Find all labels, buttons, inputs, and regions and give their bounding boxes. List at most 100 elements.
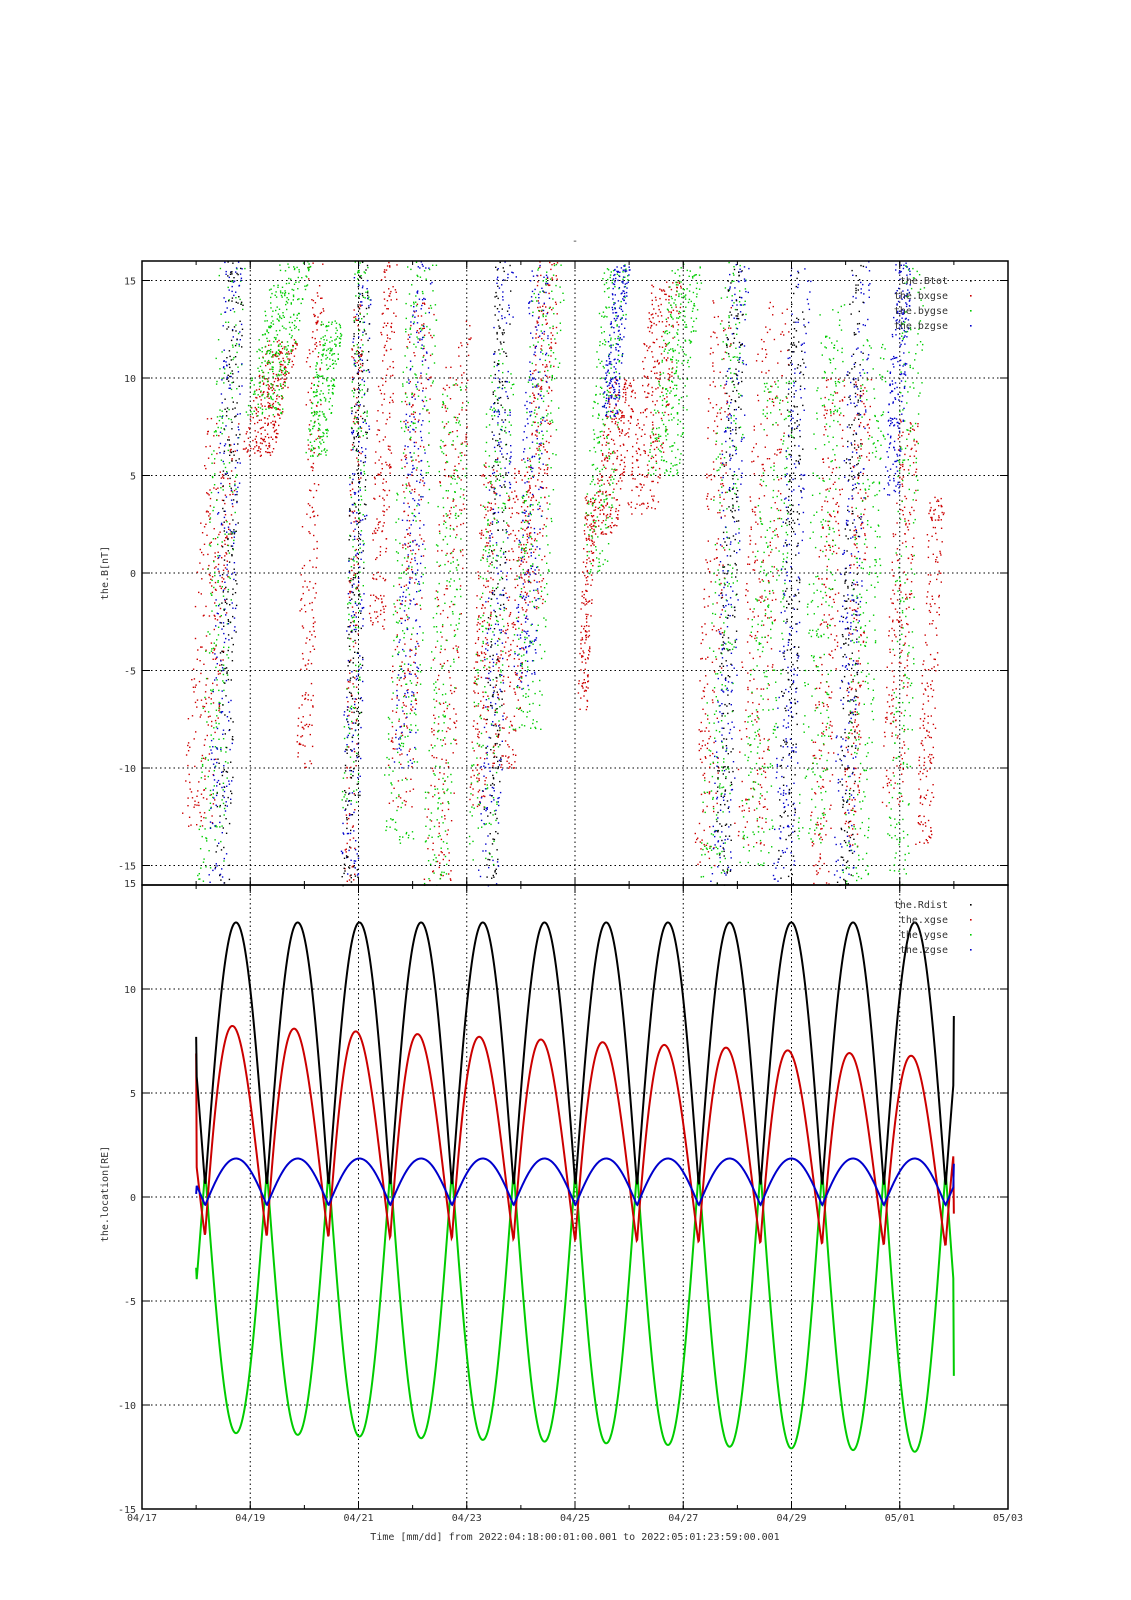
data-point <box>533 394 535 396</box>
data-point <box>609 531 612 533</box>
data-point <box>465 436 467 438</box>
data-point <box>356 361 358 364</box>
data-point <box>709 845 711 848</box>
data-point <box>532 509 534 511</box>
data-point <box>455 713 457 715</box>
data-point <box>462 494 465 496</box>
data-point <box>930 837 932 839</box>
data-point <box>765 821 767 823</box>
data-point <box>422 555 425 557</box>
data-point <box>271 389 273 392</box>
data-point <box>200 793 203 795</box>
data-point <box>212 538 215 540</box>
data-point <box>278 339 280 342</box>
data-point <box>543 333 545 335</box>
data-point <box>404 536 406 538</box>
data-point <box>312 462 315 465</box>
data-point <box>492 762 494 765</box>
data-point <box>479 714 482 716</box>
data-point <box>723 330 725 332</box>
data-point <box>605 517 608 519</box>
data-point <box>859 686 861 688</box>
data-point <box>747 590 749 592</box>
data-point <box>712 689 714 692</box>
data-point <box>359 363 362 365</box>
data-point <box>886 716 888 719</box>
data-point <box>747 618 749 620</box>
data-point <box>275 338 277 341</box>
data-point <box>621 429 623 431</box>
data-point <box>409 485 411 487</box>
data-point <box>266 340 269 342</box>
data-point <box>275 351 278 353</box>
data-point <box>902 514 904 516</box>
data-point <box>907 469 910 471</box>
data-point <box>710 498 712 500</box>
data-point <box>659 473 661 476</box>
data-point <box>261 362 263 364</box>
data-point <box>520 563 522 565</box>
data-point <box>715 443 717 446</box>
data-point <box>488 537 490 539</box>
data-point <box>938 516 940 519</box>
data-point <box>218 709 220 712</box>
data-point <box>628 503 630 506</box>
data-point <box>514 578 516 581</box>
data-point <box>939 552 942 554</box>
data-point <box>282 292 284 294</box>
data-point <box>356 319 359 321</box>
data-point <box>383 354 385 356</box>
data-point <box>261 413 263 415</box>
data-point <box>588 630 590 632</box>
data-point <box>480 537 482 539</box>
data-point <box>812 755 814 757</box>
data-point <box>247 449 249 451</box>
data-point <box>382 312 384 315</box>
data-point <box>895 688 897 690</box>
data-point <box>628 436 630 438</box>
data-point <box>891 662 893 664</box>
data-point <box>601 509 604 511</box>
data-point <box>212 682 214 685</box>
data-point <box>497 735 500 737</box>
data-point <box>205 446 207 448</box>
data-point <box>259 427 262 430</box>
data-point <box>700 642 702 645</box>
data-point <box>473 667 475 669</box>
data-point <box>931 792 933 794</box>
data-point <box>219 585 221 587</box>
data-point <box>655 388 657 390</box>
data-point <box>659 378 661 380</box>
data-point <box>913 474 915 476</box>
data-point <box>940 497 942 500</box>
data-point <box>203 706 206 708</box>
data-point <box>416 640 418 643</box>
data-point <box>890 779 892 782</box>
data-point <box>438 822 440 824</box>
data-point <box>587 674 589 676</box>
data-point <box>215 709 218 711</box>
data-point <box>388 506 390 508</box>
data-point <box>855 537 857 540</box>
data-point <box>307 266 309 269</box>
data-point <box>759 739 761 741</box>
data-point <box>926 644 928 646</box>
data-point <box>614 422 616 425</box>
data-point <box>893 716 895 718</box>
data-point <box>774 619 776 621</box>
data-point <box>593 519 595 521</box>
data-point <box>629 415 632 418</box>
data-point <box>270 436 272 438</box>
data-point <box>701 697 703 700</box>
data-point <box>377 523 379 526</box>
data-point <box>393 312 395 314</box>
data-point <box>813 882 815 885</box>
data-point <box>369 605 371 607</box>
data-point <box>477 638 479 641</box>
data-point <box>356 587 359 590</box>
data-point <box>296 317 298 319</box>
data-point <box>281 347 284 350</box>
data-point <box>346 822 348 825</box>
data-point <box>450 476 453 478</box>
data-point <box>217 634 220 636</box>
